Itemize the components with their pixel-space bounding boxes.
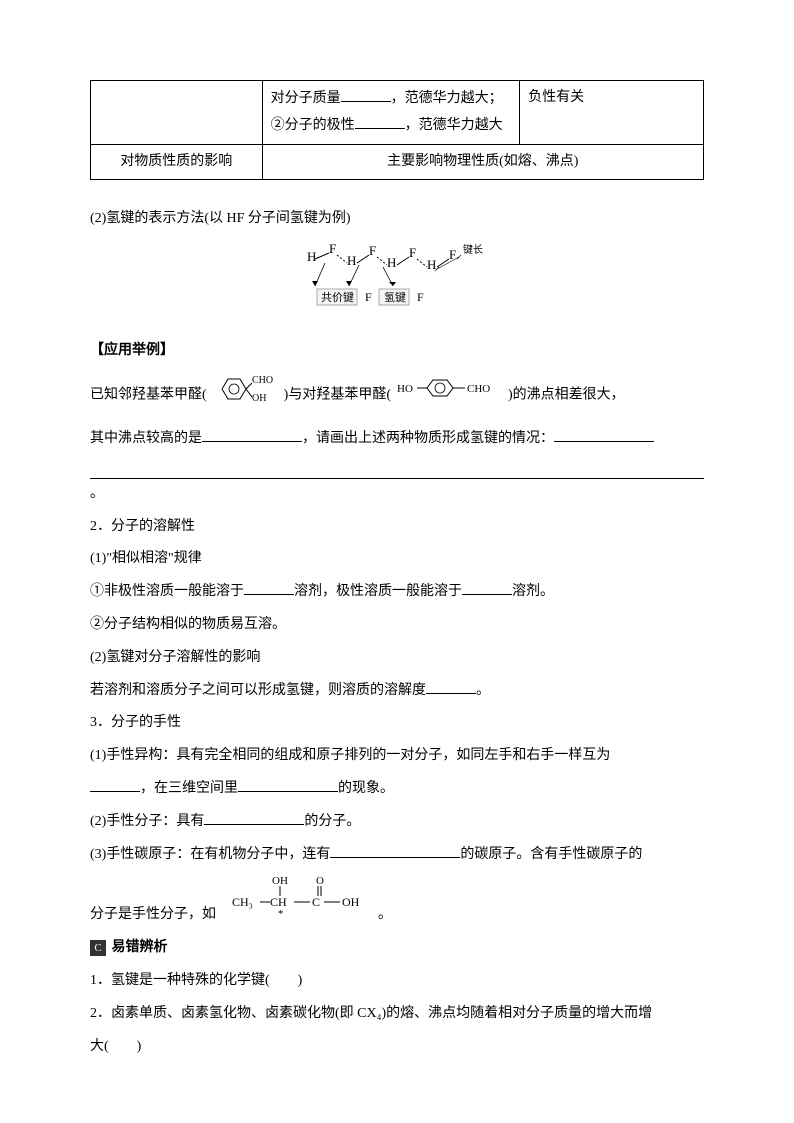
chirality-l3: (3)手性碳原子：在有机物分子中，连有的碳原子。含有手性碳原子的 [90, 840, 704, 871]
svg-text:CHO: CHO [252, 375, 273, 386]
application-blank-line: 。 [90, 456, 704, 509]
table-cell-r2c1: 对物质性质的影响 [91, 144, 263, 180]
svg-text:OH: OH [252, 393, 266, 404]
svg-text:氢键: 氢键 [384, 290, 406, 304]
svg-text:F: F [409, 245, 416, 260]
svg-text:F: F [417, 290, 424, 304]
svg-text:H: H [427, 257, 436, 272]
table-cell-empty [91, 81, 263, 145]
c-icon: C [90, 940, 106, 956]
svg-text:CH₃: CH₃ [232, 895, 253, 909]
ortho-structure-icon: CHO OH [210, 369, 280, 422]
application-heading: 【应用举例】 [90, 336, 704, 367]
application-line2: 其中沸点较高的是，请画出上述两种物质形成氢键的情况： [90, 424, 704, 455]
error-q2b: 大( ) [90, 1032, 704, 1063]
svg-text:F: F [329, 241, 336, 256]
rule-line2: ②分子结构相似的物质易互溶。 [90, 610, 704, 641]
svg-text:OH: OH [342, 895, 360, 909]
para-structure-icon: HO CHO [395, 372, 505, 419]
svg-text:F: F [449, 247, 456, 262]
svg-text:OH: OH [272, 875, 288, 887]
lactic-acid-structure-icon: OH O CH₃ CH C OH * [222, 872, 372, 931]
chirality-l1b: ，在三维空间里的现象。 [90, 774, 704, 805]
svg-text:*: * [278, 908, 284, 918]
properties-table: 对分子质量，范德华力越大； ②分子的极性，范德华力越大 负性有关 对物质性质的影… [90, 80, 704, 180]
svg-text:CHO: CHO [467, 383, 490, 395]
rule-heading: (1)"相似相溶"规律 [90, 544, 704, 575]
svg-text:共价键: 共价键 [321, 290, 354, 304]
svg-text:C: C [312, 895, 320, 909]
table-cell-r2c23: 主要影响物理性质(如熔、沸点) [262, 144, 703, 180]
svg-text:HO: HO [397, 383, 413, 395]
svg-text:F: F [369, 243, 376, 258]
error-q1: 1．氢键是一种特殊的化学键( ) [90, 966, 704, 997]
error-analysis-heading: C 易错辨析 [90, 933, 704, 964]
rule-line1: ①非极性溶质一般能溶于溶剂，极性溶质一般能溶于溶剂。 [90, 577, 704, 608]
svg-text:F: F [365, 290, 372, 304]
svg-text:H: H [347, 253, 356, 268]
hf-diagram: H F H F H F H F 键长 共价键 F 氢键 F [90, 241, 704, 324]
table-cell-r1c3: 负性有关 [520, 81, 704, 145]
hbond-solubility-heading: (2)氢键对分子溶解性的影响 [90, 643, 704, 674]
solubility-heading: 2．分子的溶解性 [90, 512, 704, 543]
svg-text:H: H [387, 255, 396, 270]
hbond-solubility-line: 若溶剂和溶质分子之间可以形成氢键，则溶质的溶解度。 [90, 676, 704, 707]
svg-text:键长: 键长 [463, 243, 483, 256]
chirality-l2: (2)手性分子：具有的分子。 [90, 807, 704, 838]
svg-text:O: O [316, 875, 324, 887]
hbond-heading: (2)氢键的表示方法(以 HF 分子间氢键为例) [90, 204, 704, 235]
svg-text:CH: CH [270, 895, 287, 909]
table-cell-r1c2: 对分子质量，范德华力越大； ②分子的极性，范德华力越大 [262, 81, 519, 145]
chirality-l1: (1)手性异构：具有完全相同的组成和原子排列的一对分子，如同左手和右手一样互为 [90, 741, 704, 772]
chirality-heading: 3．分子的手性 [90, 708, 704, 739]
application-line1: 已知邻羟基苯甲醛( CHO OH )与对羟基苯甲醛( HO CHO )的沸点相差… [90, 369, 704, 422]
chirality-l4: 分子是手性分子，如 OH O CH₃ CH C OH * 。 [90, 872, 704, 931]
svg-text:H: H [307, 249, 316, 264]
error-q2a: 2．卤素单质、卤素氢化物、卤素碳化物(即 CX₄)的熔、沸点均随着相对分子质量的… [90, 999, 704, 1030]
